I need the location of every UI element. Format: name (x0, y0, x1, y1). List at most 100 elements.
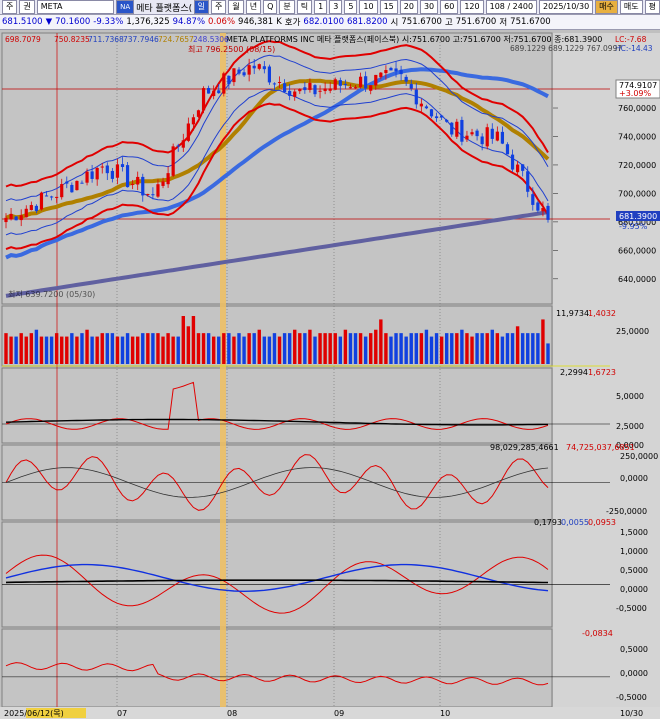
x-label-highlight (26, 708, 86, 718)
volume-bar (75, 336, 79, 364)
candle-body (14, 216, 18, 221)
period-week-button[interactable]: 주 (210, 0, 227, 14)
p2-label-1: 2,2994 (560, 368, 588, 377)
candle-body (85, 171, 89, 183)
p4-ytick-3: 0,5000 (620, 566, 648, 575)
candle-body (414, 89, 418, 105)
volume-bar (298, 333, 302, 364)
candle-body (181, 140, 185, 148)
buy-button[interactable]: 매수 (595, 0, 618, 14)
quote-ask-label: 호가 (284, 18, 301, 28)
minute-120-button[interactable]: 120 (460, 0, 484, 14)
chart-area[interactable]: META PLATFORMS INC 메타 플랫폼스(페이스북) 시:751.6… (0, 30, 660, 719)
volume-bar (485, 333, 489, 364)
p3-ytick-3: -250,0000 (606, 507, 647, 516)
p5-label-1: -0,0834 (582, 629, 613, 638)
quote-vol-ratio: 94.87% (172, 17, 206, 27)
p3-label-1: 98,029,285,4661 (490, 443, 559, 452)
candle-body (338, 80, 342, 86)
volume-bar (379, 319, 383, 364)
minute-60-button[interactable]: 60 (440, 0, 459, 14)
minute-30-button[interactable]: 30 (419, 0, 439, 14)
y-tick-label: 720,0000 (618, 161, 656, 170)
quote-bid: 681.8200 (346, 17, 388, 27)
candle-body (19, 215, 23, 221)
market-button[interactable]: 주 (2, 0, 18, 14)
p2-ytick-2: 2,5000 (616, 422, 644, 431)
volume-bar (444, 333, 449, 364)
volume-bar (206, 333, 211, 364)
p5-ytick-2: 0,0000 (620, 669, 648, 678)
candle-body (267, 66, 272, 83)
p2-label-2: 1,6723 (588, 368, 616, 377)
candle-body (348, 87, 353, 89)
volume-bar (130, 336, 135, 364)
volume-bar (60, 336, 64, 364)
volume-bar (110, 333, 115, 364)
x-label-3: 09 (334, 709, 344, 718)
period-month-button[interactable]: 월 (228, 0, 244, 14)
period-quarter-button[interactable]: Q (263, 0, 278, 14)
period-year-button[interactable]: 년 (245, 0, 262, 14)
vol-label-1: 11,9734 (556, 309, 589, 318)
volume-bar (257, 329, 261, 364)
volume-bar (191, 316, 196, 364)
symbol-input[interactable]: META (36, 0, 115, 14)
p4-ytick-5: -0,5000 (616, 604, 647, 613)
candle-body (475, 130, 479, 137)
candle-body (186, 123, 190, 141)
eval-button[interactable]: 평 (644, 0, 660, 14)
panel3-blue-line (5, 563, 549, 593)
volume-bar (287, 333, 292, 364)
volume-bar (272, 333, 277, 364)
minute-1-button[interactable]: 1 (314, 0, 328, 14)
candle-body (75, 180, 79, 191)
minute-20-button[interactable]: 20 (399, 0, 418, 14)
period-tick-button[interactable]: 틱 (296, 0, 313, 14)
quote-open: 751.6700 (401, 17, 442, 27)
candle-body (156, 184, 160, 197)
volume-bar (434, 333, 439, 364)
rights-button[interactable]: 권 (19, 0, 35, 14)
top-toolbar: 주 권 META NA 메타 플랫폼스(패 일 주 월 년 Q 분 틱 1 3 … (0, 0, 660, 15)
volume-bar (54, 333, 59, 364)
candle-body (80, 182, 84, 184)
candle-body (49, 196, 54, 198)
minute-15-button[interactable]: 15 (379, 0, 398, 14)
volume-bar (49, 336, 54, 364)
candle-body (262, 66, 266, 70)
sell-button[interactable]: 매도 (619, 0, 643, 14)
candle-body (328, 88, 332, 91)
candle-body (546, 205, 550, 220)
candle-body (95, 167, 99, 180)
date-field[interactable]: 2025/10/30 (539, 0, 594, 14)
volume-bar (65, 336, 69, 364)
period-day-button[interactable]: 일 (193, 0, 209, 14)
candle-body (404, 76, 408, 82)
volume-bar (242, 336, 246, 364)
candle-body (490, 128, 494, 139)
bb-values: 689.1229 689.1229 767.0997 (510, 44, 622, 53)
minute-10-button[interactable]: 10 (359, 0, 378, 14)
candle-body (39, 192, 44, 210)
count-field[interactable]: 108 / 2400 (485, 0, 538, 14)
p4-label-1: 0,1793 (534, 518, 562, 527)
volume-bar (141, 333, 145, 364)
x-label-1: 07 (117, 709, 127, 718)
minute-3-button[interactable]: 3 (329, 0, 343, 14)
minute-5-button[interactable]: 5 (344, 0, 358, 14)
volume-bar (161, 336, 165, 364)
ma-240-line (5, 210, 549, 298)
candle-body (131, 183, 135, 185)
candle-body (389, 67, 393, 71)
volume-panel (1, 305, 553, 367)
candle-body (495, 131, 499, 141)
candle-body (227, 75, 231, 85)
volume-bar (404, 336, 408, 364)
volume-bar (363, 336, 368, 364)
period-minute-button[interactable]: 분 (279, 0, 295, 14)
candle-body (470, 132, 474, 135)
candle-body (212, 90, 216, 97)
candle-body (445, 119, 449, 122)
candle-body (384, 70, 388, 74)
